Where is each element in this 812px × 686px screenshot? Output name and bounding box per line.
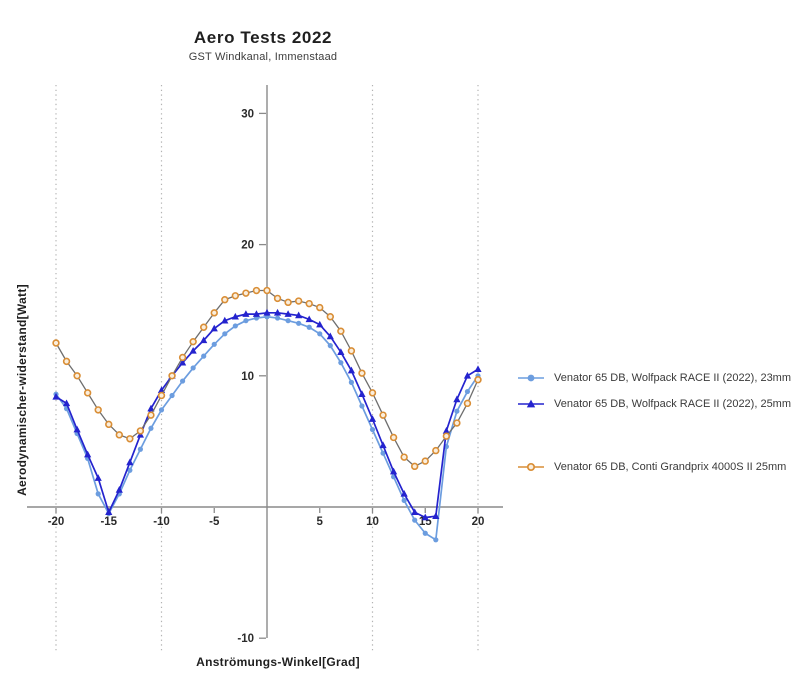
svg-text:-20: -20 [48,516,65,528]
svg-text:5: 5 [317,516,324,528]
x-axis-title: Anströmungs-Winkel[Grad] [196,655,360,669]
legend-label: Venator 65 DB, Wolfpack RACE II (2022), … [554,372,792,384]
legend-item-conti-25mm: Venator 65 DB, Conti Grandprix 4000S II … [516,459,786,475]
legend-marker-triangle-icon [518,399,544,408]
svg-text:-15: -15 [100,516,117,528]
legend-item-wolfpack-25mm: Venator 65 DB, Wolfpack RACE II (2022), … [516,396,791,412]
legend-item-wolfpack-23mm: Venator 65 DB, Wolfpack RACE II (2022), … [516,370,791,386]
chart-subtitle: GST Windkanal, Immenstaad [188,51,338,63]
svg-text:-10: -10 [237,633,254,645]
svg-text:10: 10 [366,516,379,528]
legend-marker-open-circle-icon [518,462,544,472]
svg-text:-5: -5 [209,516,220,528]
svg-text:15: 15 [419,516,432,528]
svg-text:30: 30 [241,108,254,120]
svg-text:20: 20 [472,516,485,528]
chart-header: Aero Tests 2022 GST Windkanal, Immenstaa… [63,28,463,63]
svg-text:20: 20 [241,240,254,252]
legend-label: Venator 65 DB, Wolfpack RACE II (2022), … [554,398,792,410]
svg-text:-10: -10 [153,516,170,528]
legend-marker-circle-icon [518,374,544,382]
y-axis-title: Aerodynamischer-widerstand[Watt] [15,284,29,496]
chart-title: Aero Tests 2022 [193,28,333,47]
svg-text:10: 10 [241,371,254,383]
legend-label: Venator 65 DB, Conti Grandprix 4000S II … [554,461,787,473]
